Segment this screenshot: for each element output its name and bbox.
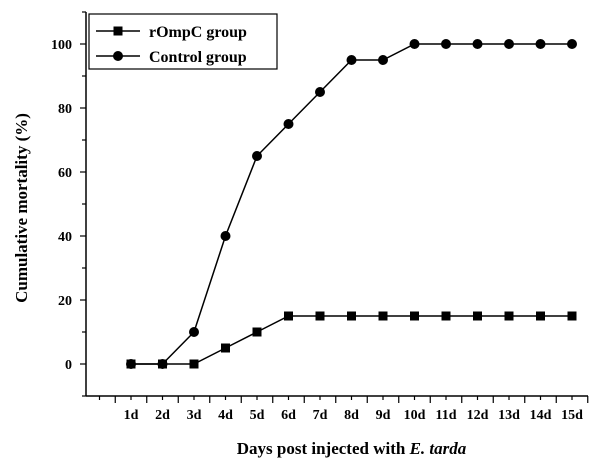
data-point — [221, 231, 231, 241]
x-tick-label: 11d — [435, 408, 456, 423]
data-point — [410, 312, 419, 321]
data-point — [473, 39, 483, 49]
data-point — [536, 39, 546, 49]
x-axis-title: Days post injected with E. tarda — [237, 439, 467, 458]
x-tick-label: 12d — [467, 408, 489, 423]
x-axis-title-main: Days post injected with — [237, 439, 410, 458]
data-point — [567, 39, 577, 49]
x-tick-label: 15d — [561, 408, 583, 423]
data-point — [221, 344, 230, 353]
data-point — [347, 312, 356, 321]
data-point — [347, 55, 357, 65]
series-1 — [127, 312, 577, 369]
data-point — [126, 359, 136, 369]
x-tick-label: 9d — [376, 408, 391, 423]
legend-marker — [114, 27, 123, 36]
data-point — [410, 39, 420, 49]
y-tick-label: 80 — [58, 102, 72, 117]
data-point — [504, 39, 514, 49]
y-ticks: 0 20 40 60 80 100 — [51, 12, 86, 396]
data-point — [378, 55, 388, 65]
data-point — [568, 312, 577, 321]
series-layer — [126, 39, 577, 369]
legend-marker — [113, 51, 123, 61]
x-tick-label: 4d — [218, 408, 233, 423]
data-point — [253, 328, 262, 337]
data-point — [441, 39, 451, 49]
x-tick-label: 6d — [281, 408, 296, 423]
data-point — [189, 327, 199, 337]
x-tick-label: 3d — [187, 408, 202, 423]
x-tick-label: 7d — [313, 408, 328, 423]
data-point — [158, 359, 168, 369]
data-point — [505, 312, 514, 321]
data-point — [284, 119, 294, 129]
y-tick-label: 20 — [58, 294, 72, 309]
data-point — [442, 312, 451, 321]
data-point — [379, 312, 388, 321]
legend: rOmpC group Control group — [89, 14, 277, 69]
legend-label: rOmpC group — [149, 24, 247, 41]
y-tick-label: 60 — [58, 166, 72, 181]
y-tick-label: 40 — [58, 230, 72, 245]
data-point — [316, 312, 325, 321]
y-tick-label: 0 — [65, 358, 72, 373]
x-ticks: 1d 2d 3d 4d 5d 6d 7d 8d 9d 10d 11d 12d 13d 14d 15d — [100, 396, 588, 423]
x-tick-label: 8d — [344, 408, 359, 423]
y-axis-title: Cumulative mortality (%) — [12, 113, 31, 303]
x-tick-label: 10d — [404, 408, 426, 423]
data-point — [190, 360, 199, 369]
x-tick-label: 2d — [155, 408, 170, 423]
data-point — [315, 87, 325, 97]
data-point — [252, 151, 262, 161]
data-point — [473, 312, 482, 321]
legend-label: Control group — [149, 49, 247, 66]
x-axis-title-italic: E. tarda — [409, 439, 467, 458]
x-tick-label: 13d — [498, 408, 520, 423]
x-tick-label: 14d — [530, 408, 552, 423]
y-tick-label: 100 — [51, 38, 72, 53]
x-tick-label: 5d — [250, 408, 265, 423]
data-point — [284, 312, 293, 321]
data-point — [536, 312, 545, 321]
x-tick-label: 1d — [124, 408, 139, 423]
